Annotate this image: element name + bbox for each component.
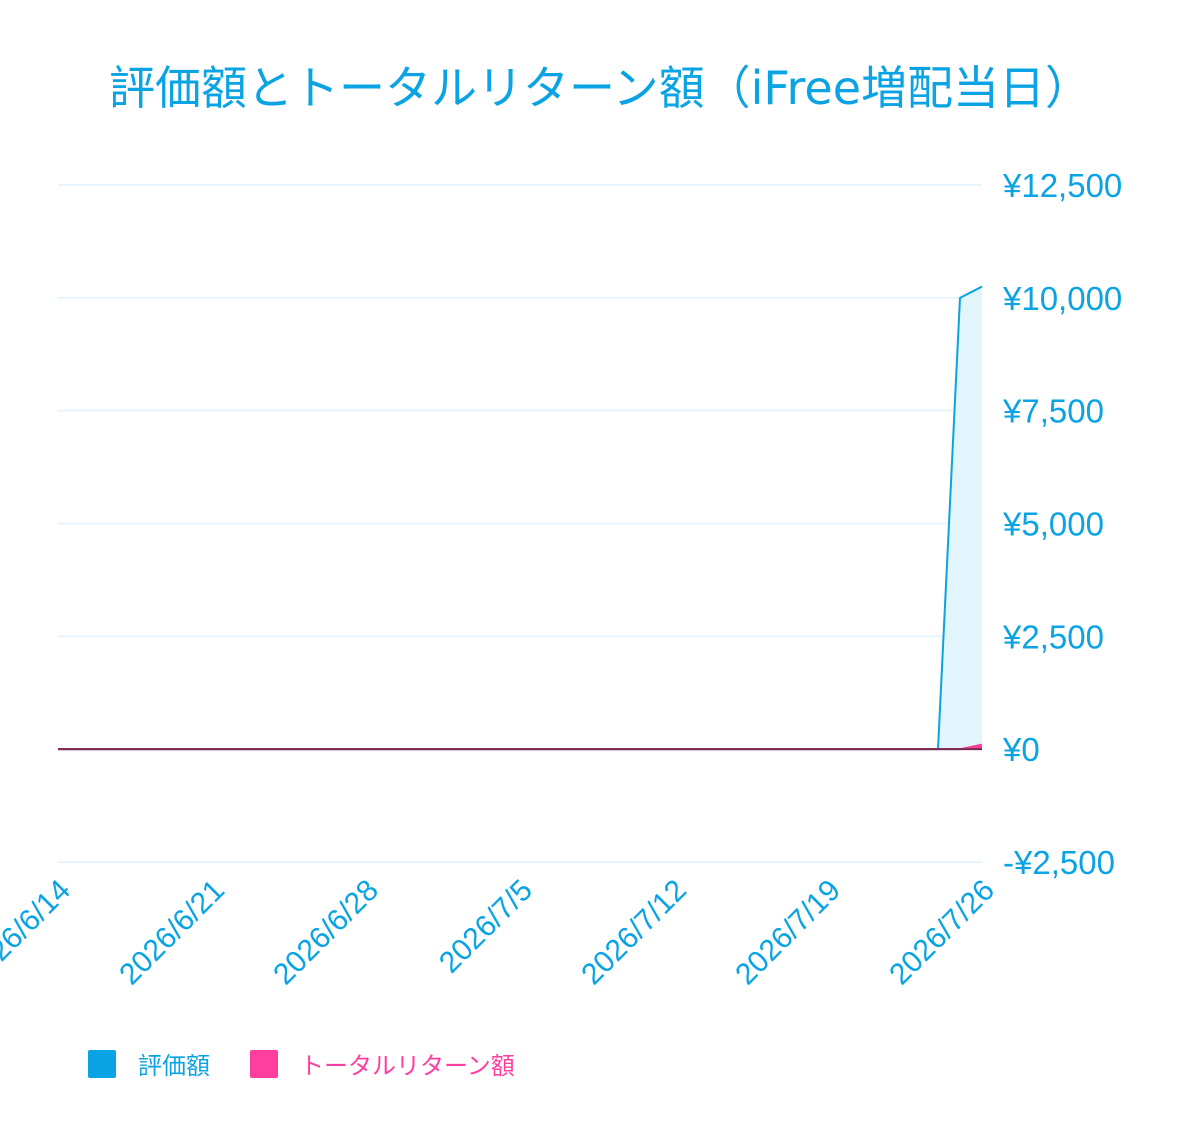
grid-lines (58, 184, 982, 863)
legend-item-total-return[interactable]: トータルリターン額 (250, 1046, 515, 1081)
legend-swatch-valuation (88, 1049, 116, 1078)
y-axis-tick-labels: -¥2,500 ¥0 ¥2,500 ¥5,000 ¥7,500 ¥10,000 ¥12,50… (1002, 167, 1122, 881)
y-tick-label: ¥5,000 (1002, 506, 1104, 543)
x-tick-label: 2026/7/5 (433, 874, 539, 980)
x-tick-label: 2026/7/19 (729, 874, 847, 992)
series-area-0 (58, 286, 982, 750)
x-tick-label: 2026/7/26 (883, 874, 1001, 992)
legend-swatch-total-return (250, 1049, 278, 1078)
x-tick-label: 2026/6/14 (0, 874, 77, 992)
x-tick-label: 2026/6/28 (267, 874, 385, 992)
legend-label-total-return: トータルリターン額 (300, 1052, 515, 1080)
x-tick-label: 2026/7/12 (575, 874, 693, 992)
legend: 評価額 トータルリターン額 (88, 1046, 555, 1081)
x-tick-label: 2026/6/21 (113, 874, 231, 992)
legend-label-valuation: 評価額 (138, 1052, 210, 1080)
y-tick-label: ¥0 (1002, 731, 1040, 768)
y-tick-label: ¥10,000 (1002, 280, 1122, 317)
series-areas (58, 286, 982, 750)
y-tick-label: ¥7,500 (1002, 393, 1104, 430)
y-tick-label: ¥12,500 (1002, 167, 1122, 204)
series-lines (58, 285, 983, 751)
y-tick-label: -¥2,500 (1003, 844, 1115, 881)
legend-item-valuation[interactable]: 評価額 (88, 1046, 210, 1081)
series-line-0 (58, 285, 983, 751)
y-tick-label: ¥2,500 (1002, 618, 1104, 655)
x-axis-tick-labels: 2026/6/14 2026/6/21 2026/6/28 2026/7/5 2026/… (0, 874, 1001, 992)
chart-title: 評価額とトータルリターン額（iFree増配当日） (108, 61, 1092, 115)
